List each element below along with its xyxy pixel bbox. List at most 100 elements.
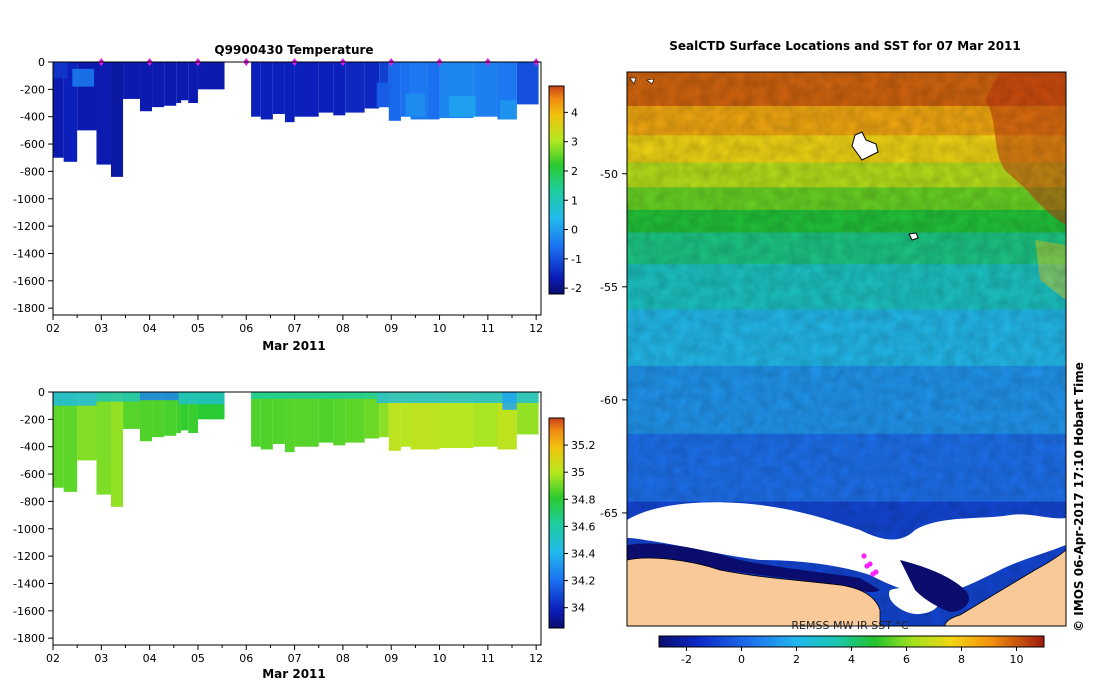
temperature-y-axis: 0 -200 -400 -600 -800 -1000 -1200 -1400 -1600 -18… <box>13 56 53 315</box>
salinity-x-label: Mar 2011 <box>262 667 326 681</box>
colorbar-tick-label: 3 <box>571 136 578 149</box>
imos-watermark: © IMOS 06-Apr-2017 17:10 Hobart Time <box>1072 362 1086 632</box>
temperature-colorbar-ticks: 4 3 2 1 0 -1 -2 <box>564 106 582 295</box>
profile-column <box>63 392 78 492</box>
profile-column <box>388 62 401 121</box>
near-surface-cell <box>178 392 225 405</box>
temperature-x-label: Mar 2011 <box>262 339 326 353</box>
x-tick-label: 07 <box>288 322 302 335</box>
seal-location-marker <box>873 569 879 575</box>
y-tick-label: -1200 <box>13 220 45 233</box>
profile-column <box>333 392 346 446</box>
colorbar-tick-label: 34.6 <box>571 520 596 533</box>
profile-column <box>427 62 440 120</box>
y-tick-label: -800 <box>20 495 45 508</box>
y-tick-label: -1800 <box>13 632 45 645</box>
salinity-x-axis: 02 03 04 05 06 07 08 09 10 11 12 <box>46 645 543 665</box>
x-tick-label: 11 <box>481 322 495 335</box>
x-tick-label: 08 <box>336 652 350 665</box>
profile-column <box>379 392 389 438</box>
temperature-panel: Q9900430 Temperature 0 -200 -400 -600 -800 -1… <box>13 43 582 353</box>
profile-column <box>333 62 346 116</box>
crozet-islands <box>629 77 655 85</box>
kerguelen-island <box>851 131 879 161</box>
sst-colorbar-tick-label: 6 <box>903 653 910 666</box>
profile-column <box>110 392 124 507</box>
map-title: SealCTD Surface Locations and SST for 07… <box>669 39 1021 53</box>
colorbar-tick-label: 35 <box>571 466 585 479</box>
y-tick-label: -1800 <box>13 302 45 315</box>
profile-column <box>152 392 165 438</box>
lat-tick-label: -65 <box>600 507 618 520</box>
y-tick-label: -1000 <box>13 523 45 536</box>
profile-column <box>516 62 539 105</box>
profile-column <box>284 392 295 453</box>
seal-location-marker <box>867 561 873 567</box>
profile-column <box>427 392 440 450</box>
near-surface-cell <box>502 392 517 410</box>
y-tick-label: -1600 <box>13 605 45 618</box>
sst-colorbar-tick-label: 4 <box>848 653 855 666</box>
profile-column <box>251 392 261 447</box>
profile-column <box>272 392 285 444</box>
profile-column <box>152 62 165 108</box>
profile-column <box>400 392 411 447</box>
heard-island <box>908 232 919 241</box>
near-surface-cell <box>449 96 476 117</box>
x-tick-label: 07 <box>288 652 302 665</box>
y-tick-label: 0 <box>38 386 45 399</box>
profile-column <box>345 62 365 113</box>
salinity-panel: 0 -200 -400 -600 -800 -1000 -1200 -1400 -1600 -18… <box>13 386 595 681</box>
profile-column <box>345 392 365 443</box>
colorbar-tick-label: 34.8 <box>571 493 596 506</box>
map-frame <box>626 71 1067 627</box>
y-tick-label: -1000 <box>13 193 45 206</box>
profile-column <box>139 62 153 112</box>
profile-column <box>364 392 380 439</box>
colorbar-tick-label: -2 <box>571 282 582 295</box>
salinity-cells <box>53 392 539 507</box>
x-tick-label: 09 <box>384 322 398 335</box>
profile-column <box>294 392 319 447</box>
y-tick-label: -1400 <box>13 577 45 590</box>
temperature-colorbar <box>548 85 565 295</box>
colorbar-tick-label: 0 <box>571 224 578 237</box>
sst-source-label: REMSS MW-IR SST °C <box>791 619 909 632</box>
lat-tick-label: -60 <box>600 394 618 407</box>
x-tick-label: 12 <box>529 322 543 335</box>
temperature-x-axis: 02 03 04 05 06 07 08 09 10 11 12 <box>46 315 543 335</box>
near-surface-cell <box>499 100 517 120</box>
sea-ice <box>627 502 1066 595</box>
temperature-axes-frame <box>52 61 542 316</box>
coastal-water-west <box>627 543 880 593</box>
y-tick-label: -200 <box>20 83 45 96</box>
profile-column <box>410 392 428 450</box>
x-tick-label: 05 <box>191 322 205 335</box>
colorbar-tick-label: 35.2 <box>571 439 596 452</box>
sst-colorbar-tick-label: 2 <box>793 653 800 666</box>
y-tick-label: -1600 <box>13 275 45 288</box>
x-tick-label: 10 <box>433 652 447 665</box>
x-tick-label: 06 <box>239 652 253 665</box>
profile-column <box>110 62 124 177</box>
x-tick-label: 02 <box>46 322 60 335</box>
sst-colorbar-tick-label: -2 <box>681 653 692 666</box>
x-tick-label: 02 <box>46 652 60 665</box>
profile-column <box>96 392 111 495</box>
profile-column <box>181 62 189 101</box>
x-tick-label: 11 <box>481 652 495 665</box>
salinity-colorbar-ticks: 35.2 35 34.8 34.6 34.4 34.2 34 <box>564 439 596 615</box>
profile-column <box>294 62 319 117</box>
sst-colorbar <box>658 635 1045 648</box>
y-tick-label: -400 <box>20 441 45 454</box>
x-tick-label: 04 <box>143 322 157 335</box>
y-tick-label: -800 <box>20 165 45 178</box>
y-tick-label: -1200 <box>13 550 45 563</box>
antarctica-land-east <box>944 549 1066 626</box>
x-tick-label: 06 <box>239 322 253 335</box>
salinity-colorbar <box>548 417 565 629</box>
temperature-title: Q9900430 Temperature <box>214 43 373 57</box>
profile-column <box>400 62 411 117</box>
map-latitude-axis: -50 -55 -60 -65 <box>600 168 627 520</box>
